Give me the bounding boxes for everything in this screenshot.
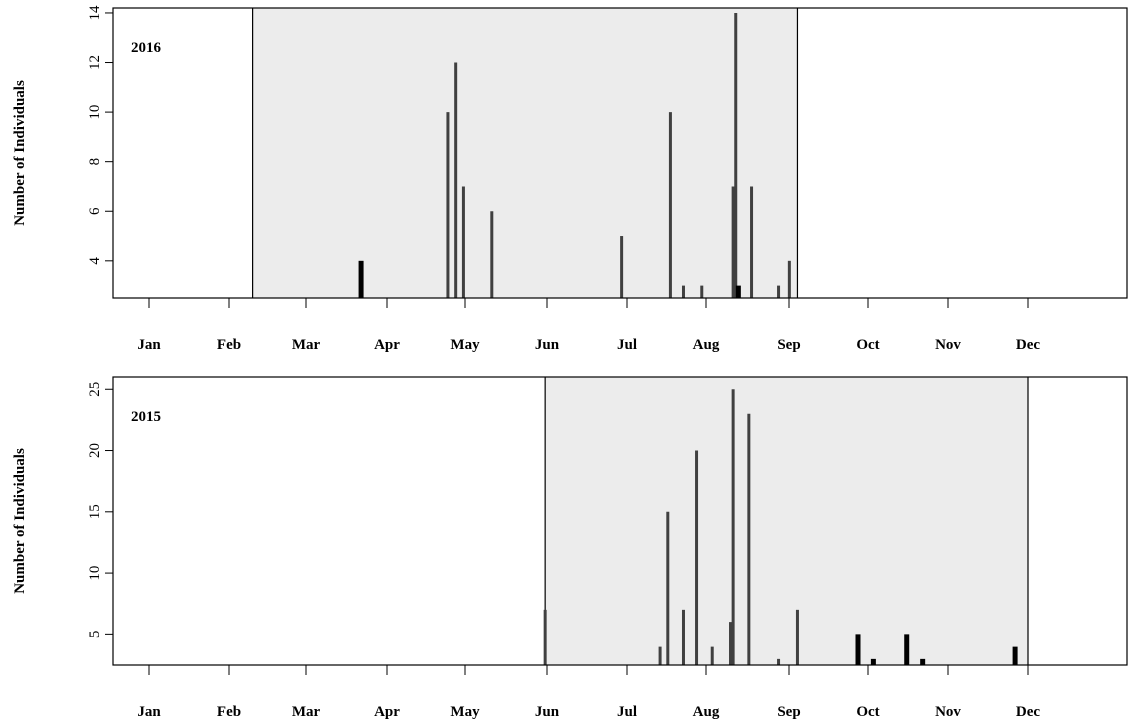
- x-tick-label-Jun: Jun: [535, 704, 560, 720]
- year-label: 2016: [131, 40, 162, 56]
- chart-panel-2016: 4 6 8 10 12 14 Number of Individuals Jan Feb Mar A…: [12, 5, 1128, 353]
- plot-frame: [112, 376, 1128, 666]
- y-tick-label-2016-6: 6: [87, 207, 103, 215]
- y-tick-label-2015-25: 25: [87, 382, 103, 397]
- x-tick-label-Mar: Mar: [292, 337, 321, 353]
- x-tick-label-May: May: [450, 704, 480, 720]
- x-tick-label-Dec: Dec: [1016, 704, 1040, 720]
- x-tick-label-Apr: Apr: [374, 337, 400, 353]
- y-tick-label-2015-10: 10: [87, 566, 103, 581]
- chart-panel-2015: 5 10 15 20 25 Number of Individuals Jan Feb Mar A…: [12, 376, 1128, 720]
- x-tick-label-Oct: Oct: [856, 704, 879, 720]
- x-tick-label-Nov: Nov: [935, 337, 961, 353]
- x-tick-label-May: May: [450, 337, 480, 353]
- y-tick-label-2016-12: 12: [87, 55, 103, 70]
- x-tick-label-Jan: Jan: [137, 337, 161, 353]
- y-axis-label: Number of Individuals: [12, 448, 28, 594]
- x-tick-label-Apr: Apr: [374, 704, 400, 720]
- x-tick-label-Jul: Jul: [617, 704, 637, 720]
- y-tick-label-2016-10: 10: [87, 105, 103, 120]
- x-tick-label-Aug: Aug: [693, 704, 720, 720]
- plot-frame: [112, 7, 1128, 299]
- x-tick-label-Jul: Jul: [617, 337, 637, 353]
- x-tick-label-Nov: Nov: [935, 704, 961, 720]
- x-tick-label-Jun: Jun: [535, 337, 560, 353]
- y-tick-label-2016-14: 14: [87, 5, 103, 20]
- x-tick-label-Sep: Sep: [777, 704, 800, 720]
- x-tick-label-Feb: Feb: [217, 704, 241, 720]
- x-tick-label-Sep: Sep: [777, 337, 800, 353]
- x-tick-label-Dec: Dec: [1016, 337, 1040, 353]
- x-tick-label-Oct: Oct: [856, 337, 879, 353]
- shaded-period: [545, 377, 1028, 665]
- year-label: 2015: [131, 409, 161, 425]
- x-tick-label-Jan: Jan: [137, 704, 161, 720]
- x-tick-label-Aug: Aug: [693, 337, 720, 353]
- y-axis-label: Number of Individuals: [12, 80, 28, 226]
- shaded-period: [252, 8, 798, 298]
- y-tick-label-2015-15: 15: [87, 504, 103, 519]
- x-tick-label-Mar: Mar: [292, 704, 321, 720]
- y-tick-label-2016-4: 4: [87, 257, 103, 265]
- y-tick-label-2015-5: 5: [87, 631, 103, 639]
- y-tick-label-2016-8: 8: [87, 158, 103, 166]
- x-tick-label-Feb: Feb: [217, 337, 241, 353]
- y-tick-label-2015-20: 20: [87, 443, 103, 458]
